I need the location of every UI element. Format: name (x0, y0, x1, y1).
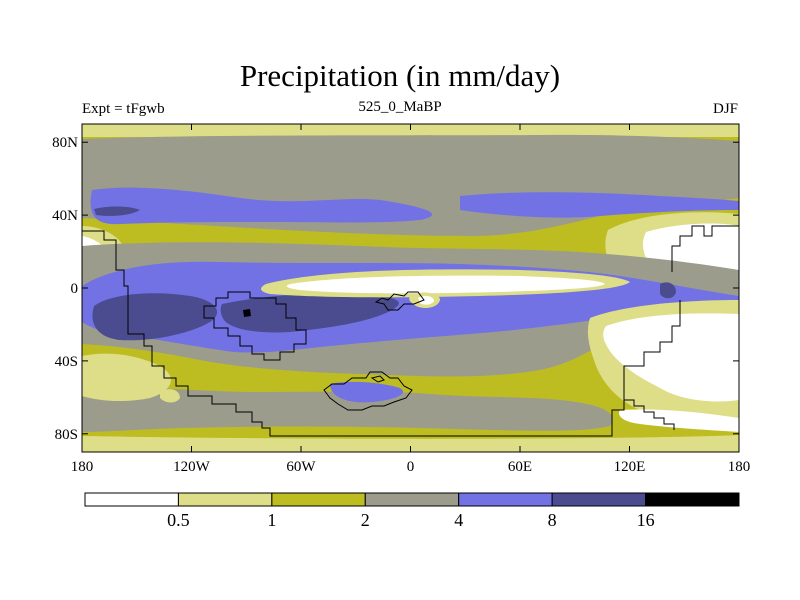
colorbar-box (645, 492, 740, 507)
colorbar-box (458, 492, 553, 507)
coastline-gondwana (82, 230, 681, 437)
band-southern-light (82, 353, 171, 402)
band-stormtrack-4-8 (90, 187, 433, 225)
lon-tick-label: 180 (71, 459, 94, 475)
band-southern-ocean-2-4 (82, 384, 613, 432)
period-label: 525_0_MaBP (358, 99, 442, 115)
coastline-island-equatorial (203, 291, 307, 361)
lat-tick-label: 0 (71, 281, 79, 297)
lon-tick-label: 180 (728, 459, 751, 475)
colorbar-level-label: 4 (454, 510, 463, 530)
lon-tick-label: 0 (407, 459, 415, 475)
experiment-label: Expt = tFgwb (82, 101, 165, 117)
coastline-siberia (671, 225, 739, 272)
lon-tick-label: 120E (614, 459, 646, 475)
colorbar-labels: 0.5 1 2 4 8 16 (167, 510, 654, 530)
colorbar-box (551, 492, 647, 507)
colorbar-level-label: 16 (637, 510, 655, 530)
colorbar-level-label: 8 (548, 510, 557, 530)
lat-tick-label: 80N (52, 135, 78, 151)
band-west-pacific-8-16 (660, 282, 676, 299)
colorbar-box (271, 492, 366, 507)
colorbar-box (364, 492, 460, 507)
lon-tick-label: 60E (508, 459, 532, 475)
longitude-axis: 180 120W 60W 0 60E 120E 180 (71, 124, 751, 475)
coastline-island-south (323, 371, 413, 411)
colorbar-level-label: 2 (361, 510, 370, 530)
band-north-8-16 (94, 206, 140, 216)
precipitation-field (82, 124, 739, 452)
colorbar-level-label: 1 (267, 510, 276, 530)
map-title: Precipitation (in mm/day) (239, 58, 561, 93)
band-south-pacific-light (160, 389, 180, 403)
latitude-axis: 80N 40N 0 40S 80S (52, 135, 739, 443)
colorbar-level-label: 0.5 (167, 510, 190, 530)
colorbar-box (177, 492, 273, 507)
band-arctic-0.5-1 (82, 124, 739, 137)
colorbar-boxes (84, 492, 740, 507)
lat-tick-label: 40S (55, 354, 78, 370)
band-equatorial-8-16-west (92, 293, 218, 341)
band-antarctic-light (82, 435, 739, 452)
band-itcz-white (286, 275, 605, 294)
band-equatorial-8-16-central (220, 293, 399, 333)
lon-tick-label: 60W (286, 459, 316, 475)
band-southern-ocean-small-blue (330, 381, 404, 403)
band-north-pacific-4-8 (460, 192, 739, 218)
coastline-island-south-inner (370, 375, 385, 383)
lat-tick-label: 40N (52, 208, 78, 224)
band-sh-east-white (603, 313, 739, 402)
season-label: DJF (712, 101, 738, 117)
colorbar-box (84, 492, 179, 507)
coastlines (82, 225, 739, 437)
band-antarctic-ross (618, 409, 739, 432)
coastline-antarctic-stair (624, 399, 675, 430)
lon-tick-label: 120W (173, 459, 211, 475)
lat-tick-label: 80S (55, 427, 78, 443)
band-equatorial-16-plus (243, 309, 251, 317)
coastline-baltica (374, 291, 425, 311)
